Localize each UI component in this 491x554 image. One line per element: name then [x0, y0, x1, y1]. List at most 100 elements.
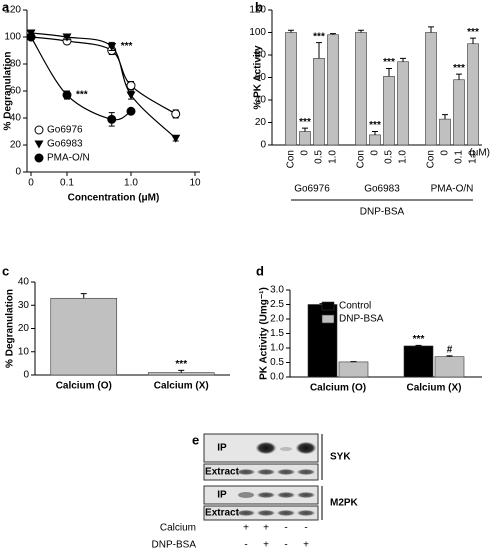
series-line	[30, 36, 132, 121]
x-tick-label: Calcium (X)	[406, 383, 461, 394]
y-tick-label: 20	[10, 140, 22, 151]
x-tick-label: Calcium (X)	[154, 381, 209, 392]
group-label: Go6976	[294, 184, 330, 195]
row-label: IP	[217, 443, 227, 454]
marker	[107, 42, 117, 51]
legend-label: PMA-O/N	[47, 153, 90, 164]
y-axis-label: PK Activity (Umg⁻¹)	[259, 287, 270, 380]
bar	[453, 79, 465, 146]
significance: #	[447, 344, 453, 355]
bracket-label: DNP-BSA	[360, 207, 405, 218]
legend-marker	[34, 125, 44, 135]
blot-band	[296, 442, 316, 454]
bar	[355, 32, 367, 146]
x-tick-label: 0	[28, 178, 34, 189]
row-label: Extract	[205, 467, 240, 478]
protein-label: M2PK	[330, 498, 359, 509]
x-tick-label: 1.0	[468, 150, 479, 164]
row-label: Extract	[205, 508, 240, 519]
y-tick-label: 1.0	[270, 343, 284, 354]
bar	[338, 361, 369, 378]
row-label: IP	[217, 490, 227, 501]
condition-sign: -	[284, 540, 287, 551]
panel-letter: d	[256, 263, 264, 278]
condition-sign: +	[303, 540, 309, 551]
panel-letter: b	[255, 0, 263, 14]
legend-label: DNP-BSA	[339, 314, 384, 325]
x-tick-label: 0	[370, 150, 381, 156]
bar	[439, 118, 451, 146]
x-tick-label: 10	[189, 178, 201, 189]
bar	[285, 32, 297, 146]
legend-label: Go6976	[47, 125, 83, 136]
x-tick-label: 0.1	[60, 178, 74, 189]
panel-letter: e	[192, 432, 199, 447]
condition-sign: +	[263, 523, 269, 534]
legend-marker	[34, 140, 44, 149]
significance: ***	[76, 90, 88, 101]
y-tick-label: 60	[10, 86, 22, 97]
blot-band	[257, 510, 275, 516]
y-tick-label: 0	[260, 140, 266, 151]
blot-band	[297, 492, 315, 498]
series-line	[30, 32, 177, 139]
y-tick-label: 20	[18, 323, 30, 334]
y-tick-label: 30	[18, 300, 30, 311]
marker	[62, 33, 72, 42]
bar	[369, 134, 381, 146]
y-tick-label: 120	[4, 5, 21, 16]
bar	[313, 58, 325, 146]
x-tick-label: Calcium (O)	[56, 381, 112, 392]
x-tick-label: Con	[356, 150, 367, 168]
blot-band	[257, 492, 275, 498]
significance: ***	[467, 27, 479, 38]
marker	[126, 106, 136, 116]
x-tick-label: 0.5	[314, 150, 325, 164]
condition-sign: +	[243, 523, 249, 534]
bar	[383, 76, 395, 146]
bar	[403, 345, 434, 378]
significance: ***	[299, 117, 311, 128]
blot-band	[237, 469, 255, 475]
bar	[397, 61, 409, 146]
marker	[171, 109, 181, 119]
x-tick-label: Con	[426, 150, 437, 168]
condition-label: Calcium	[160, 523, 196, 534]
significance: ***	[175, 359, 187, 370]
x-tick-label: 0	[300, 150, 311, 156]
y-axis-label: % Degranulation	[5, 289, 16, 368]
bar	[425, 32, 437, 146]
x-tick-label: 0	[440, 150, 451, 156]
legend-marker	[34, 153, 44, 163]
y-tick-label: 2.0	[270, 314, 284, 325]
significance: ***	[121, 41, 133, 52]
x-tick-label: Con	[286, 150, 297, 168]
y-tick-label: 0	[15, 167, 21, 178]
condition-sign: -	[284, 523, 287, 534]
condition-sign: -	[304, 523, 307, 534]
bar	[50, 297, 118, 376]
bar	[434, 356, 465, 378]
marker	[26, 32, 36, 42]
legend-swatch	[321, 314, 335, 324]
legend-label: Go6983	[47, 139, 83, 150]
x-tick-label: 1.0	[328, 150, 339, 164]
condition-sign: -	[244, 540, 247, 551]
x-tick-label: 1.0	[398, 150, 409, 164]
x-tick-label: 1.0	[124, 178, 138, 189]
y-tick-label: 60	[255, 72, 267, 83]
bar	[299, 131, 311, 146]
y-tick-label: 2.5	[270, 299, 284, 310]
condition-label: DNP-BSA	[152, 540, 197, 551]
blot-band	[256, 442, 276, 454]
bar	[327, 34, 339, 146]
marker	[62, 90, 72, 100]
blot-band	[277, 469, 295, 475]
blot-panel: e IP Extract SYK IP Extract M2PK	[192, 432, 359, 521]
blot-band	[238, 492, 254, 498]
y-tick-label: 3.0	[270, 285, 284, 296]
group-label: Go6983	[364, 184, 400, 195]
protein-label: SYK	[330, 452, 351, 463]
